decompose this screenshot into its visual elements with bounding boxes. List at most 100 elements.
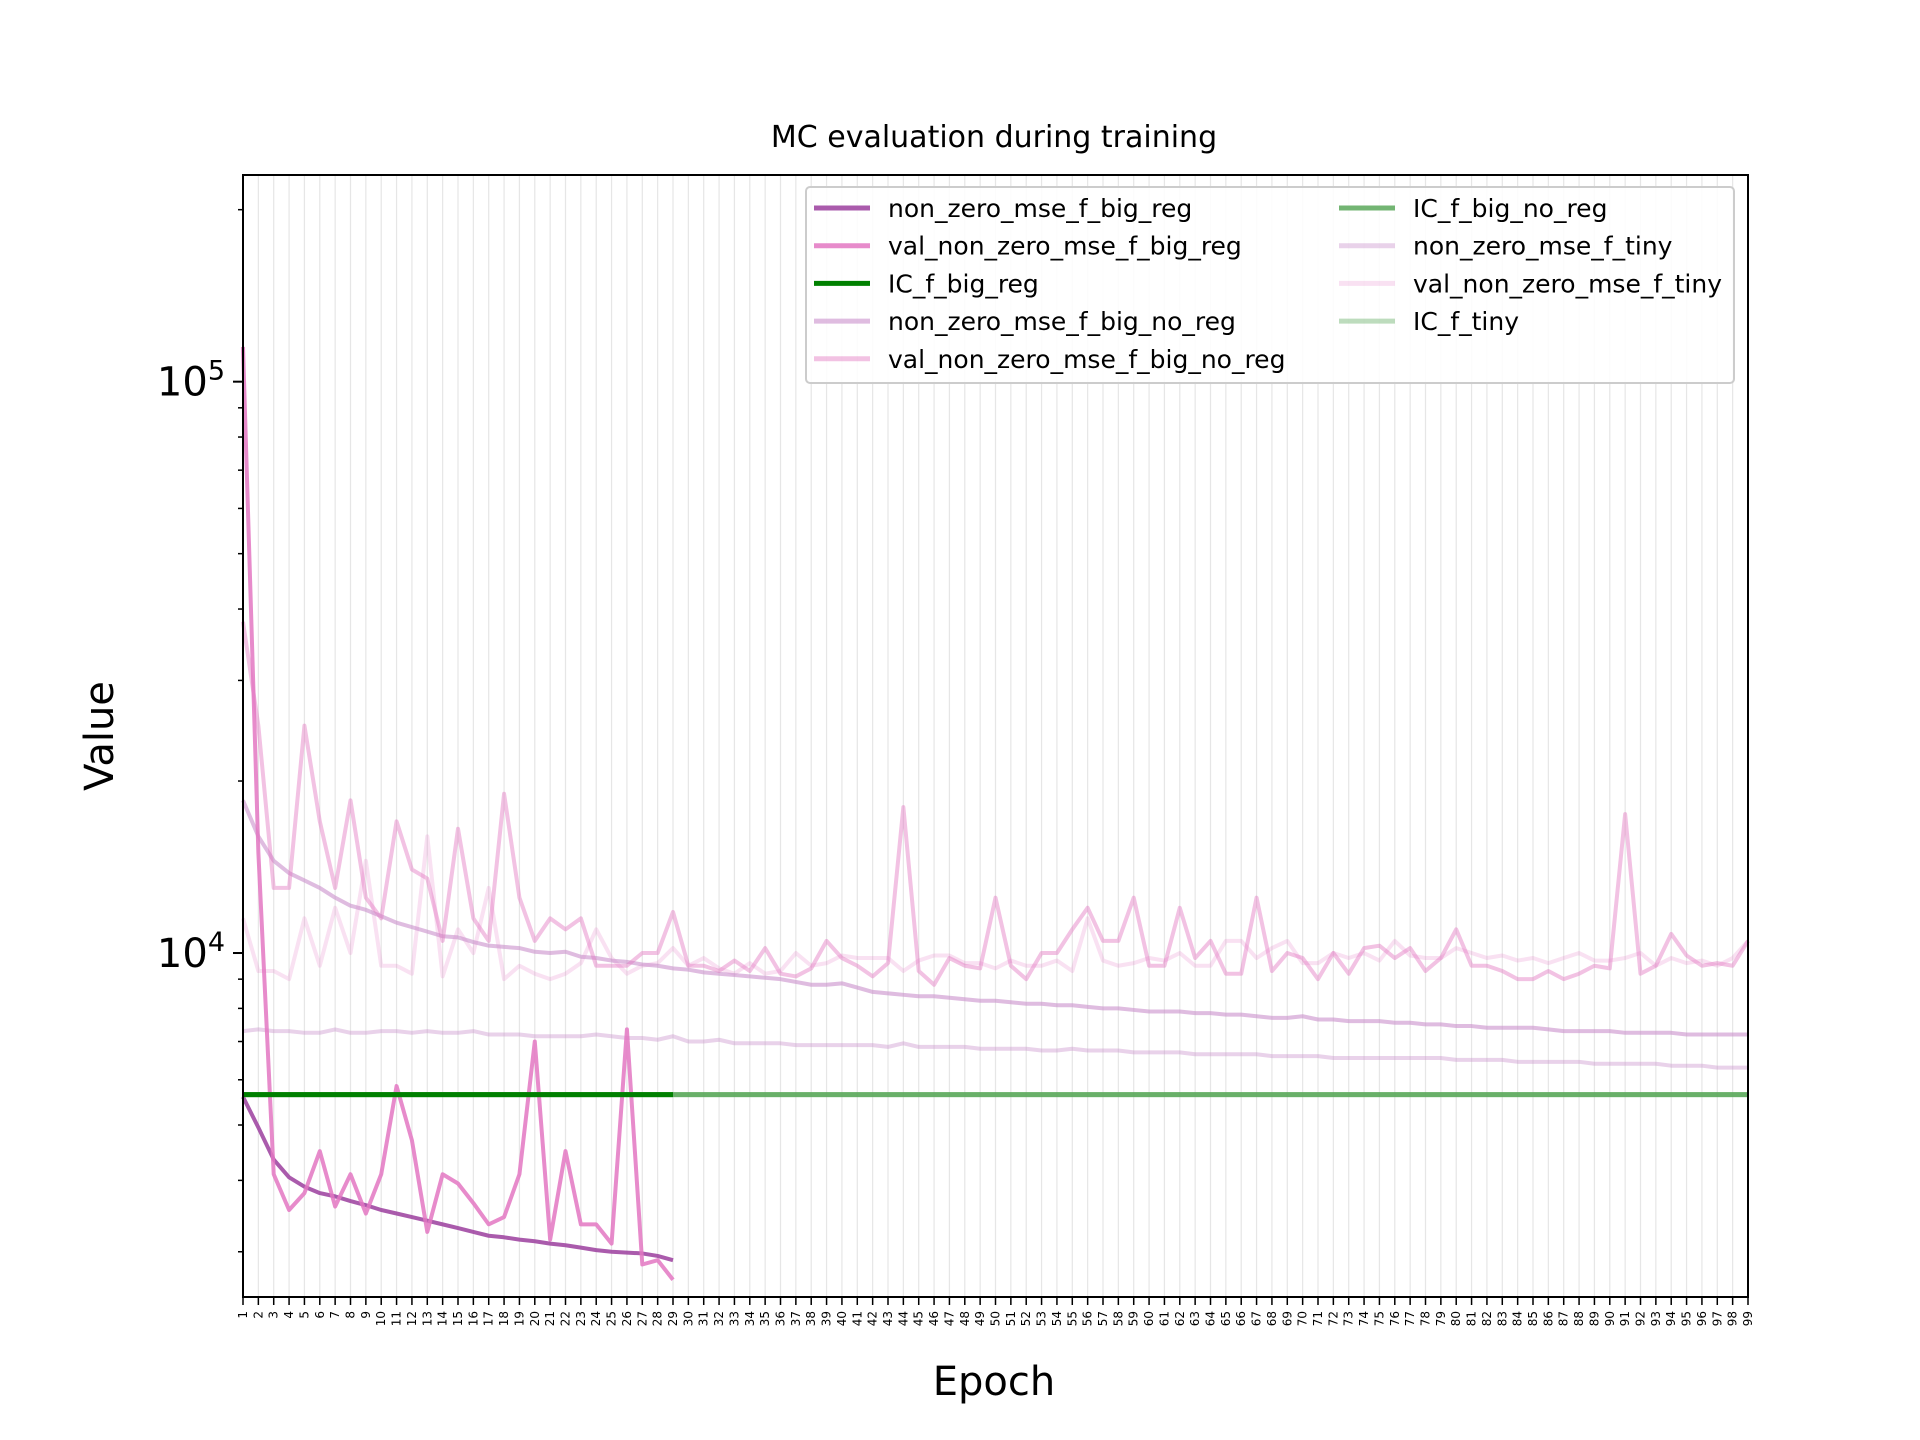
y-axis-label: Value xyxy=(77,681,123,791)
x-tick-label: 31 xyxy=(697,1311,711,1326)
y-tick-label: 104 xyxy=(157,927,225,977)
x-tick-label: 58 xyxy=(1111,1311,1125,1326)
x-tick-label: 99 xyxy=(1741,1311,1755,1326)
legend-item: IC_f_big_no_reg xyxy=(1339,194,1607,223)
x-tick-label: 71 xyxy=(1311,1311,1325,1326)
x-tick-label: 9 xyxy=(359,1311,373,1319)
x-tick-label: 57 xyxy=(1096,1311,1110,1326)
x-tick-label: 53 xyxy=(1035,1311,1049,1326)
legend-label: IC_f_big_no_reg xyxy=(1413,194,1607,223)
x-tick-label: 29 xyxy=(666,1311,680,1326)
x-tick-label: 30 xyxy=(681,1311,695,1326)
legend-label: non_zero_mse_f_tiny xyxy=(1413,232,1673,261)
legend-item: non_zero_mse_f_tiny xyxy=(1339,232,1673,261)
x-tick-label: 21 xyxy=(543,1311,557,1326)
x-tick-label: 90 xyxy=(1603,1311,1617,1326)
x-tick-label: 48 xyxy=(958,1311,972,1326)
x-tick-label: 52 xyxy=(1019,1311,1033,1326)
legend-label: val_non_zero_mse_f_big_reg xyxy=(888,232,1242,261)
x-tick-label: 39 xyxy=(820,1311,834,1326)
x-tick-label: 83 xyxy=(1495,1311,1509,1326)
x-tick-label: 70 xyxy=(1296,1311,1310,1326)
x-tick-label: 87 xyxy=(1557,1311,1571,1326)
x-tick-label: 25 xyxy=(605,1311,619,1326)
x-tick-label: 16 xyxy=(466,1311,480,1326)
x-tick-label: 75 xyxy=(1372,1311,1386,1326)
series-line-val-non-zero-mse-f-big-no-reg xyxy=(241,621,1750,987)
x-tick-label: 12 xyxy=(405,1311,419,1326)
series-line-non-zero-mse-f-tiny xyxy=(242,1027,1748,1070)
legend-item: IC_f_tiny xyxy=(1339,307,1519,336)
x-tick-label: 88 xyxy=(1572,1311,1586,1326)
x-tick-label: 14 xyxy=(436,1311,450,1326)
x-tick-label: 18 xyxy=(497,1311,511,1326)
x-tick-label: 60 xyxy=(1142,1311,1156,1326)
x-tick-label: 34 xyxy=(743,1311,757,1326)
x-tick-label: 63 xyxy=(1188,1311,1202,1326)
series-line-non-zero-mse-f-big-reg xyxy=(241,1095,674,1263)
x-tick-label: 24 xyxy=(589,1311,603,1326)
x-tick-label: 20 xyxy=(528,1311,542,1326)
x-tick-label: 6 xyxy=(313,1311,327,1319)
x-tick-label: 96 xyxy=(1695,1311,1709,1326)
x-axis: 1 2 3 4 5 6 7 8 9 10 11 12 13 14 15 16 17 18 19 20 21 22 23 24 2… xyxy=(236,1297,1755,1326)
x-tick-label: 54 xyxy=(1050,1311,1064,1326)
x-tick-label: 95 xyxy=(1680,1311,1694,1326)
legend-label: non_zero_mse_f_big_no_reg xyxy=(888,307,1236,336)
x-tick-label: 17 xyxy=(482,1311,496,1326)
x-tick-label: 22 xyxy=(559,1311,573,1326)
x-tick-label: 10 xyxy=(374,1311,388,1326)
series-line-val-non-zero-mse-f-tiny xyxy=(241,834,1750,982)
legend-item: val_non_zero_mse_f_big_no_reg xyxy=(814,345,1285,374)
x-tick-label: 38 xyxy=(804,1311,818,1326)
x-tick-label: 86 xyxy=(1541,1311,1555,1326)
x-tick-label: 37 xyxy=(789,1311,803,1326)
x-tick-label: 51 xyxy=(1004,1311,1018,1326)
x-tick-label: 91 xyxy=(1618,1311,1632,1326)
y-tick-label: 105 xyxy=(157,356,225,406)
x-tick-label: 93 xyxy=(1649,1311,1663,1326)
x-tick-label: 65 xyxy=(1219,1311,1233,1326)
x-tick-label: 33 xyxy=(727,1311,741,1326)
x-tick-label: 98 xyxy=(1726,1311,1740,1326)
legend-item: non_zero_mse_f_big_no_reg xyxy=(814,307,1236,336)
x-tick-label: 44 xyxy=(896,1311,910,1326)
x-tick-label: 61 xyxy=(1157,1311,1171,1326)
legend-item: non_zero_mse_f_big_reg xyxy=(814,194,1192,223)
x-tick-label: 4 xyxy=(282,1311,296,1319)
legend-label: val_non_zero_mse_f_big_no_reg xyxy=(888,345,1285,374)
x-tick-label: 55 xyxy=(1065,1311,1079,1326)
x-tick-label: 43 xyxy=(881,1311,895,1326)
x-tick-label: 69 xyxy=(1280,1311,1294,1326)
x-tick-label: 78 xyxy=(1419,1311,1433,1326)
x-tick-label: 80 xyxy=(1449,1311,1463,1326)
x-tick-label: 77 xyxy=(1403,1311,1417,1326)
legend-label: non_zero_mse_f_big_reg xyxy=(888,194,1192,223)
legend-label: IC_f_tiny xyxy=(1413,307,1519,336)
x-tick-label: 89 xyxy=(1587,1311,1601,1326)
x-tick-label: 49 xyxy=(973,1311,987,1326)
x-tick-label: 68 xyxy=(1265,1311,1279,1326)
x-tick-label: 5 xyxy=(297,1311,311,1319)
chart-title: MC evaluation during training xyxy=(771,120,1217,155)
x-tick-label: 42 xyxy=(866,1311,880,1326)
x-tick-label: 2 xyxy=(251,1311,265,1319)
x-tick-label: 84 xyxy=(1511,1311,1525,1326)
legend: non_zero_mse_f_big_reg val_non_zero_mse_f… xyxy=(805,186,1735,384)
x-tick-label: 74 xyxy=(1357,1311,1371,1326)
x-tick-label: 73 xyxy=(1342,1311,1356,1326)
x-tick-label: 62 xyxy=(1173,1311,1187,1326)
x-tick-label: 67 xyxy=(1250,1311,1264,1326)
x-tick-label: 85 xyxy=(1526,1311,1540,1326)
x-tick-label: 23 xyxy=(574,1311,588,1326)
x-tick-label: 8 xyxy=(344,1311,358,1319)
x-tick-label: 50 xyxy=(989,1311,1003,1326)
x-tick-label: 79 xyxy=(1434,1311,1448,1326)
x-tick-label: 36 xyxy=(774,1311,788,1326)
x-tick-label: 35 xyxy=(758,1311,772,1326)
x-tick-label: 47 xyxy=(942,1311,956,1326)
x-tick-label: 27 xyxy=(635,1311,649,1326)
x-tick-label: 97 xyxy=(1710,1311,1724,1326)
x-tick-label: 72 xyxy=(1326,1311,1340,1326)
